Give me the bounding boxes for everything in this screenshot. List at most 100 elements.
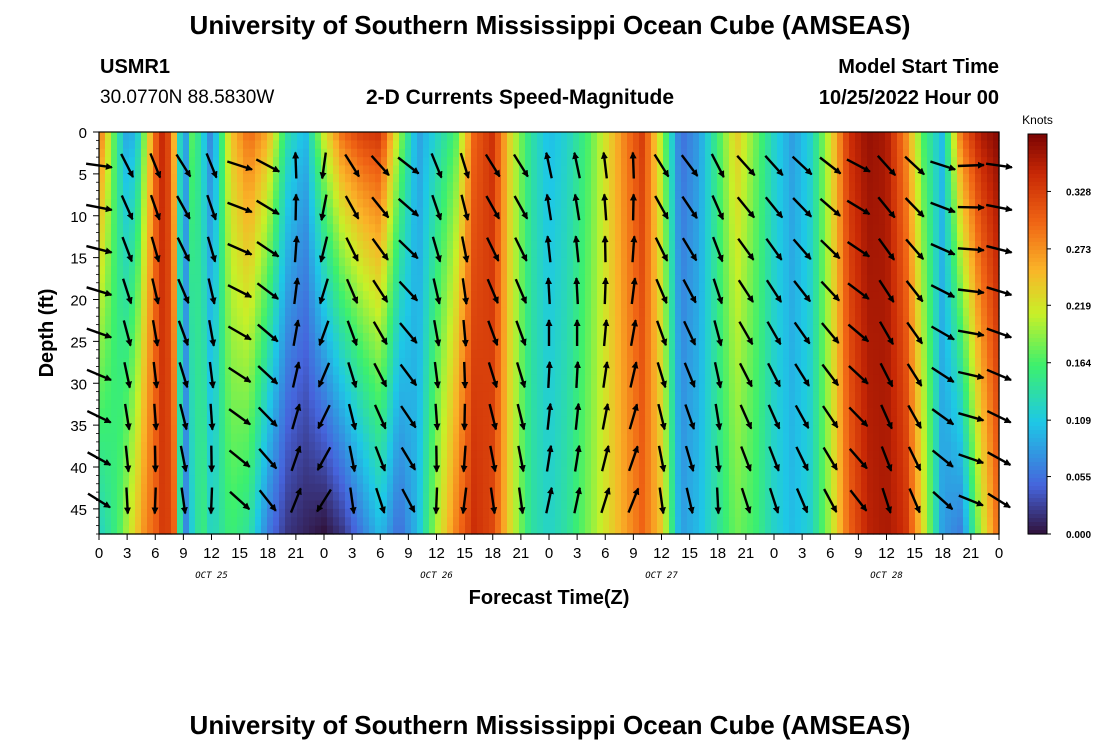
heatmap-cell (669, 182, 676, 192)
heatmap-cell (135, 324, 142, 334)
heatmap-cell (627, 157, 634, 167)
heatmap-cell (507, 391, 514, 401)
heatmap-cell (345, 299, 352, 309)
heatmap-cell (435, 366, 442, 376)
heatmap-cell (273, 299, 280, 309)
heatmap-cell (129, 291, 136, 301)
heatmap-cell (285, 383, 292, 393)
heatmap-cell (147, 383, 154, 393)
heatmap-cell (255, 341, 262, 351)
heatmap-cell (495, 433, 502, 443)
heatmap-cell (711, 215, 718, 225)
heatmap-cell (483, 173, 490, 183)
heatmap-cell (465, 199, 472, 208)
heatmap-cell (687, 299, 694, 309)
heatmap-cell (501, 140, 508, 150)
heatmap-cell (111, 500, 118, 510)
heatmap-cell (621, 190, 628, 200)
heatmap-cell (645, 299, 652, 309)
heatmap-cell (135, 282, 142, 292)
heatmap-cell (255, 475, 262, 485)
heatmap-cell (651, 232, 658, 242)
heatmap-cell (243, 408, 250, 418)
heatmap-cell (573, 224, 580, 234)
heatmap-cell (453, 240, 460, 250)
heatmap-cell (549, 416, 556, 426)
heatmap-cell (585, 433, 592, 443)
heatmap-cell (663, 400, 670, 409)
heatmap-cell (171, 215, 178, 225)
heatmap-cell (531, 400, 538, 409)
heatmap-cell (663, 333, 670, 342)
heatmap-cell (543, 341, 550, 351)
heatmap-cell (375, 316, 382, 326)
heatmap-cell (117, 199, 124, 208)
heatmap-cell (327, 182, 334, 192)
heatmap-cell (105, 441, 112, 451)
heatmap-cell (165, 416, 172, 426)
heatmap-cell (369, 148, 376, 158)
heatmap-cell (111, 374, 118, 384)
heatmap-cell (369, 291, 376, 301)
heatmap-cell (219, 240, 226, 250)
heatmap-cell (225, 458, 232, 468)
heatmap-cell (717, 266, 724, 275)
heatmap-cell (333, 266, 340, 275)
heatmap-cell (309, 165, 316, 175)
heatmap-cell (159, 500, 166, 510)
heatmap-cell (477, 425, 484, 435)
heatmap-cell (489, 274, 496, 284)
heatmap-cell (165, 366, 172, 376)
heatmap-cell (405, 232, 412, 242)
heatmap-cell (423, 148, 430, 158)
heatmap-cell (189, 483, 196, 493)
heatmap-cell (147, 333, 154, 342)
heatmap-cell (411, 257, 418, 267)
heatmap-cell (717, 450, 724, 460)
heatmap-cell (357, 492, 364, 502)
heatmap-cell (441, 165, 448, 175)
heatmap-cell (171, 249, 178, 259)
heatmap-cell (351, 391, 358, 401)
heatmap-cell (609, 316, 616, 326)
heatmap-cell (183, 173, 190, 183)
heatmap-cell (399, 132, 406, 141)
heatmap-cell (201, 165, 208, 175)
heatmap-cell (309, 492, 316, 502)
heatmap-cell (111, 274, 118, 284)
heatmap-cell (651, 266, 658, 275)
heatmap-cell (717, 358, 724, 368)
heatmap-cell (711, 190, 718, 200)
heatmap-cell (543, 483, 550, 493)
heatmap-cell (219, 224, 226, 234)
heatmap-cell (411, 148, 418, 158)
heatmap-cell (213, 232, 220, 242)
heatmap-cell (585, 215, 592, 225)
heatmap-cell (501, 383, 508, 393)
heatmap-cell (369, 492, 376, 502)
heatmap-cell (603, 307, 610, 317)
heatmap-cell (705, 349, 712, 359)
heatmap-cell (297, 366, 304, 376)
heatmap-cell (177, 182, 184, 192)
heatmap-cell (465, 165, 472, 175)
heatmap-cell (111, 483, 118, 493)
heatmap-cell (717, 157, 724, 167)
heatmap-cell (615, 291, 622, 301)
heatmap-cell (297, 274, 304, 284)
heatmap-cell (639, 224, 646, 234)
heatmap-cell (153, 433, 160, 443)
heatmap-cell (609, 483, 616, 493)
heatmap-cell (681, 266, 688, 275)
heatmap-cell (495, 408, 502, 418)
heatmap-cell (651, 467, 658, 476)
heatmap-cell (471, 416, 478, 426)
heatmap-cell (309, 274, 316, 284)
heatmap-cell (399, 165, 406, 175)
heatmap-cell (555, 366, 562, 376)
heatmap-cell (453, 224, 460, 234)
heatmap-cell (273, 282, 280, 292)
heatmap-cell (285, 525, 292, 535)
heatmap-cell (627, 333, 634, 342)
heatmap-cell (693, 450, 700, 460)
